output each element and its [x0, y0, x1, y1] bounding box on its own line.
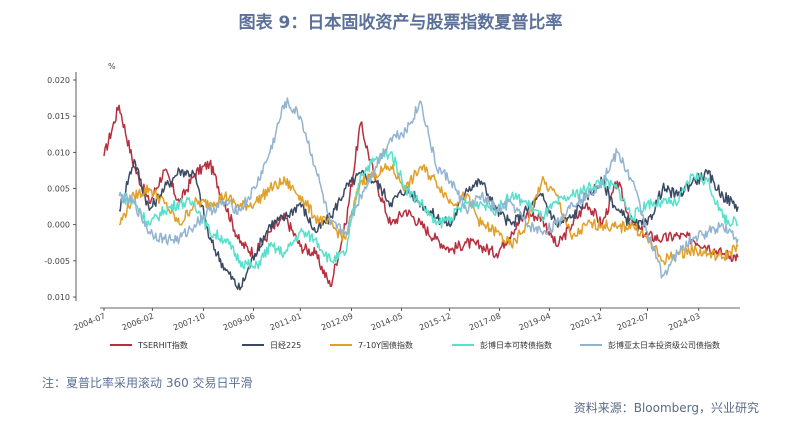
series-line: [103, 104, 739, 287]
y-tick-label: 0.010: [47, 293, 70, 302]
legend: TSERHIT指数 日经225 7-10Y国债指数 彭博日本可转债指数 彭博亚太日本投资…: [110, 340, 720, 350]
x-tick-label: 2017-08: [468, 312, 502, 333]
y-axis: 0.020 0.015 0.010 0.005 0.000 -0.005 0.010: [44, 72, 77, 302]
chart-title: 图表 9：日本固收资产与股票指数夏普比率: [238, 13, 563, 33]
x-tick-label: 2007-10: [172, 312, 206, 333]
footnote: 注：夏普比率采用滚动 360 交易日平滑: [42, 376, 253, 390]
unit-label: %: [108, 62, 116, 71]
x-axis: 2004-07 2006-02 2007-10 2009-06 2011-01 2012-…: [72, 307, 740, 333]
x-tick-label: 2009-06: [222, 312, 256, 333]
y-tick-label: 0.020: [47, 76, 70, 85]
y-tick-label: 0.000: [47, 221, 70, 230]
x-tick-label: 2020-12: [569, 312, 603, 333]
series-line: [118, 97, 739, 279]
x-tick-label: 2004-07: [72, 312, 106, 333]
y-tick-label: 0.010: [47, 148, 70, 157]
chart: 0.020 0.015 0.010 0.005 0.000 -0.005 0.010 200…: [44, 62, 740, 350]
x-tick-label: 2022-07: [616, 312, 650, 333]
x-tick-label: 2019-04: [518, 312, 552, 333]
x-tick-label: 2011-01: [269, 312, 303, 333]
x-tick-label: 2015-12: [418, 312, 452, 333]
x-tick-label: 2012-09: [320, 312, 354, 333]
x-tick-label: 2014-05: [370, 312, 404, 333]
y-tick-label: -0.005: [44, 257, 70, 266]
legend-label: TSERHIT指数: [137, 340, 188, 350]
series-layer: [103, 97, 739, 291]
x-tick-label: 2006-02: [121, 312, 155, 333]
x-tick-label: 2024-03: [667, 312, 701, 333]
y-tick-label: 0.005: [47, 185, 70, 194]
legend-label: 7-10Y国债指数: [358, 340, 413, 350]
legend-label: 日经225: [270, 340, 301, 350]
legend-label: 彭博日本可转债指数: [480, 340, 552, 350]
y-tick-label: 0.015: [47, 112, 70, 121]
legend-label: 彭博亚太日本投资级公司债指数: [608, 340, 720, 350]
series-line: [118, 162, 739, 266]
series-line: [118, 150, 739, 270]
source-note: 资料来源：Bloomberg，兴业研究: [573, 401, 759, 415]
